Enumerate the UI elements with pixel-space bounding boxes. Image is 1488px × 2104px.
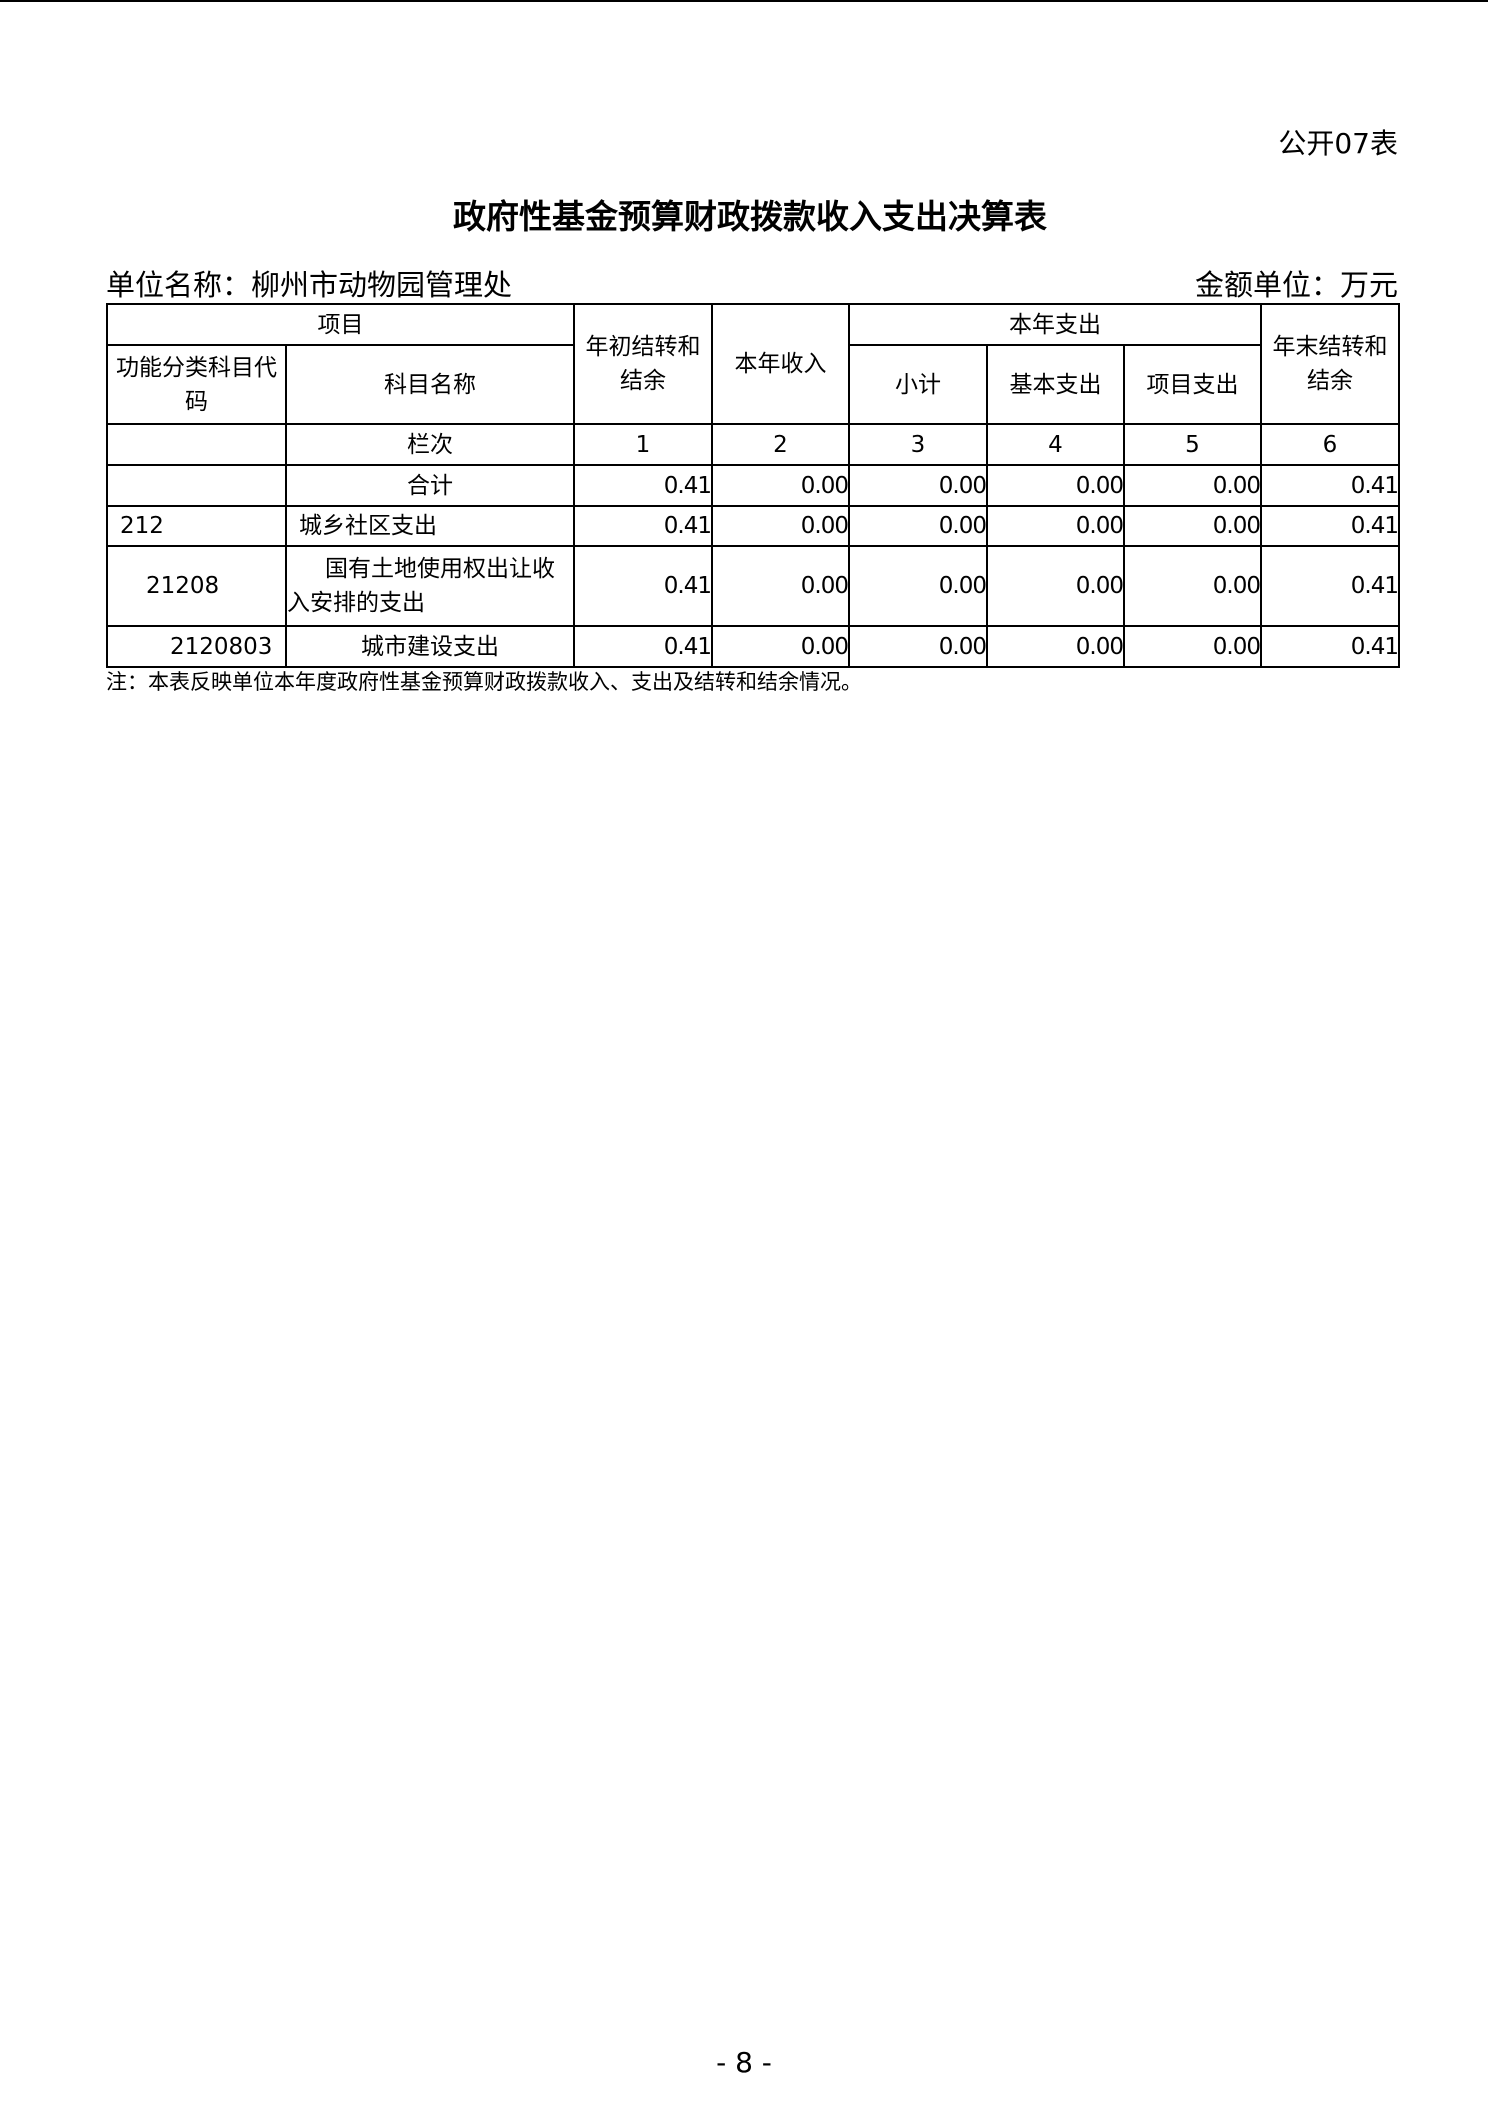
row-name: 国有土地使用权出让收入安排的支出	[285, 545, 575, 627]
row-value: 0.00	[711, 505, 850, 547]
row-value: 0.41	[573, 464, 713, 507]
row-value: 0.41	[1260, 625, 1400, 668]
row-name: 合计	[285, 464, 575, 507]
colnum-blank	[106, 423, 287, 466]
row-value: 0.00	[1123, 505, 1262, 547]
row-value: 0.00	[848, 505, 988, 547]
table-row: 2120803 城市建设支出 0.41 0.00 0.00 0.00 0.00 …	[106, 625, 1400, 668]
table-row: 21208 国有土地使用权出让收入安排的支出 0.41 0.00 0.00 0.…	[106, 545, 1400, 627]
row-code: 21208	[106, 545, 287, 627]
colnum: 5	[1123, 423, 1262, 466]
row-value: 0.00	[711, 625, 850, 668]
header-basic: 基本支出	[986, 344, 1125, 425]
row-value: 0.41	[573, 625, 713, 668]
header-income: 本年收入	[711, 303, 850, 425]
row-value: 0.41	[1260, 545, 1400, 627]
table-note: 注：本表反映单位本年度政府性基金预算财政拨款收入、支出及结转和结余情况。	[106, 670, 862, 694]
row-value: 0.00	[848, 625, 988, 668]
header-project: 项目支出	[1123, 344, 1262, 425]
colnum: 1	[573, 423, 713, 466]
colnum: 3	[848, 423, 988, 466]
row-value: 0.00	[711, 545, 850, 627]
colnum: 4	[986, 423, 1125, 466]
header-item: 项目	[106, 303, 575, 346]
colnum: 2	[711, 423, 850, 466]
row-value: 0.41	[1260, 505, 1400, 547]
row-name: 城市建设支出	[285, 625, 575, 668]
row-value: 0.41	[1260, 464, 1400, 507]
row-value: 0.41	[573, 545, 713, 627]
page-title: 政府性基金预算财政拨款收入支出决算表	[453, 197, 1047, 236]
row-value: 0.00	[986, 505, 1125, 547]
table-code: 公开07表	[1278, 127, 1398, 160]
budget-table: 项目 年初结转和结余 本年收入 本年支出 年末结转和结余 功能分类科目代码 科目…	[106, 303, 1400, 668]
row-value: 0.00	[848, 464, 988, 507]
row-value: 0.00	[986, 545, 1125, 627]
colnum-label: 栏次	[285, 423, 575, 466]
row-value: 0.00	[711, 464, 850, 507]
row-value: 0.00	[1123, 545, 1262, 627]
row-value: 0.00	[1123, 464, 1262, 507]
row-name: 城乡社区支出	[285, 505, 575, 547]
row-code	[106, 464, 287, 507]
row-value: 0.00	[986, 625, 1125, 668]
header-subtotal: 小计	[848, 344, 988, 425]
row-code: 212	[106, 505, 287, 547]
table-row: 合计 0.41 0.00 0.00 0.00 0.00 0.41	[106, 464, 1400, 507]
header-end: 年末结转和结余	[1260, 303, 1400, 425]
row-value: 0.41	[573, 505, 713, 547]
header-name: 科目名称	[285, 344, 575, 425]
row-value: 0.00	[1123, 625, 1262, 668]
colnum: 6	[1260, 423, 1400, 466]
header-expense: 本年支出	[848, 303, 1262, 346]
row-value: 0.00	[848, 545, 988, 627]
header-code: 功能分类科目代码	[106, 344, 287, 425]
page-number: - 8 -	[716, 2046, 772, 2079]
amount-unit: 金额单位：万元	[1194, 268, 1398, 302]
unit-name: 单位名称：柳州市动物园管理处	[106, 268, 513, 302]
page-top-border	[0, 0, 1488, 2]
table-row: 212 城乡社区支出 0.41 0.00 0.00 0.00 0.00 0.41	[106, 505, 1400, 547]
row-value: 0.00	[986, 464, 1125, 507]
header-begin: 年初结转和结余	[573, 303, 713, 425]
row-code: 2120803	[106, 625, 287, 668]
